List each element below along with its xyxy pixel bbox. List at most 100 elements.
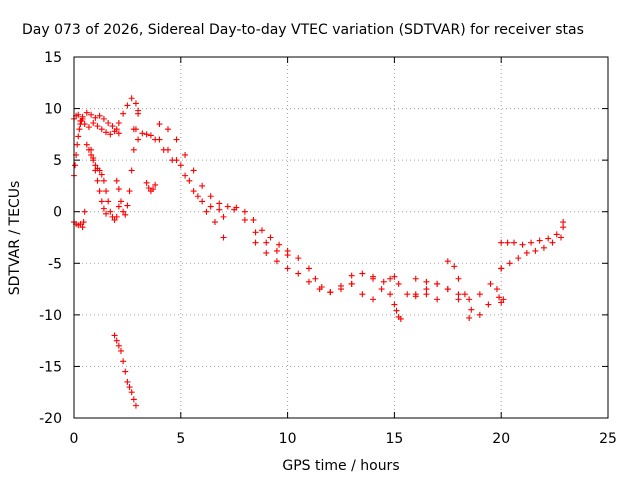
data-point [98,171,105,178]
data-point [276,241,283,248]
data-point [558,234,565,241]
data-point [132,100,139,107]
data-point [77,221,84,228]
data-point [103,188,110,195]
data-point [511,239,518,246]
data-point [75,133,82,140]
data-point [75,111,82,118]
data-point [92,167,99,174]
data-point [109,123,116,130]
x-tick-label: 10 [279,431,297,447]
data-point [126,384,133,391]
data-point [305,278,312,285]
data-point [241,216,248,223]
data-point [156,121,163,128]
series-track-f [88,146,110,217]
data-point [553,231,560,238]
data-point [316,286,323,293]
data-point [143,179,150,186]
data-point [387,291,394,298]
data-point [545,235,552,242]
data-point [444,286,451,293]
data-point [312,275,319,282]
data-point [98,126,105,133]
data-point [493,286,500,293]
data-point [466,296,473,303]
data-point [182,172,189,179]
data-point [85,124,92,131]
data-point [135,110,142,117]
data-point [122,368,129,375]
data-point [130,396,137,403]
data-point [231,206,238,213]
data-point [423,278,430,285]
data-point [378,286,385,293]
data-point [132,402,139,409]
chart-title: Day 073 of 2026, Sidereal Day-to-day VTE… [22,22,584,38]
y-tick-label: 15 [44,50,62,66]
data-point [485,301,492,308]
data-point [88,146,95,153]
data-point [528,239,535,246]
data-point [284,265,291,272]
series-track-n [252,239,355,296]
y-tick-label: 0 [53,205,62,221]
data-point [220,213,227,220]
data-point [295,270,302,277]
data-point [120,110,127,117]
data-point [519,241,526,248]
data-point [98,198,105,205]
data-point [117,198,124,205]
x-tick-label: 0 [70,431,79,447]
data-point [348,280,355,287]
series-track-d [77,95,142,138]
x-tick-label: 5 [176,431,185,447]
data-point [117,347,124,354]
data-point [83,141,90,148]
data-point [96,112,103,119]
data-point [152,136,159,143]
data-point [94,177,101,184]
data-point [107,131,114,138]
data-point [207,203,214,210]
data-point [549,239,556,246]
data-point [72,162,79,169]
tick-layer: 0 5 10 15 20 25 -20 -15 -10 -5 0 5 10 15 [39,50,617,447]
data-point [216,200,223,207]
data-point [186,177,193,184]
x-tick-label: 15 [385,431,403,447]
series-track-p [387,291,404,322]
y-tick-label: -20 [39,411,62,427]
data-point [370,275,377,282]
data-point [111,128,118,135]
data-point [468,306,475,313]
data-point [96,188,103,195]
data-point [380,278,387,285]
data-point [139,130,146,137]
data-point [216,206,223,213]
data-point [173,136,180,143]
series-track-t [498,224,567,248]
data-point [412,291,419,298]
data-point [199,198,206,205]
data-point [359,291,366,298]
data-point [455,291,462,298]
series-track-u [498,219,567,272]
data-point [130,126,137,133]
data-point [393,307,400,314]
data-point [327,289,334,296]
x-tick-label: 20 [492,431,510,447]
data-layer [71,95,567,409]
data-point [455,275,462,282]
series-track-e [83,141,122,223]
data-point [80,219,87,226]
data-point [498,239,505,246]
data-point [220,234,227,241]
data-point [169,157,176,164]
data-point [391,273,398,280]
data-point [81,208,88,215]
y-tick-label: -5 [48,256,62,272]
data-point [211,219,218,226]
data-point [263,249,270,256]
data-point [135,136,142,143]
